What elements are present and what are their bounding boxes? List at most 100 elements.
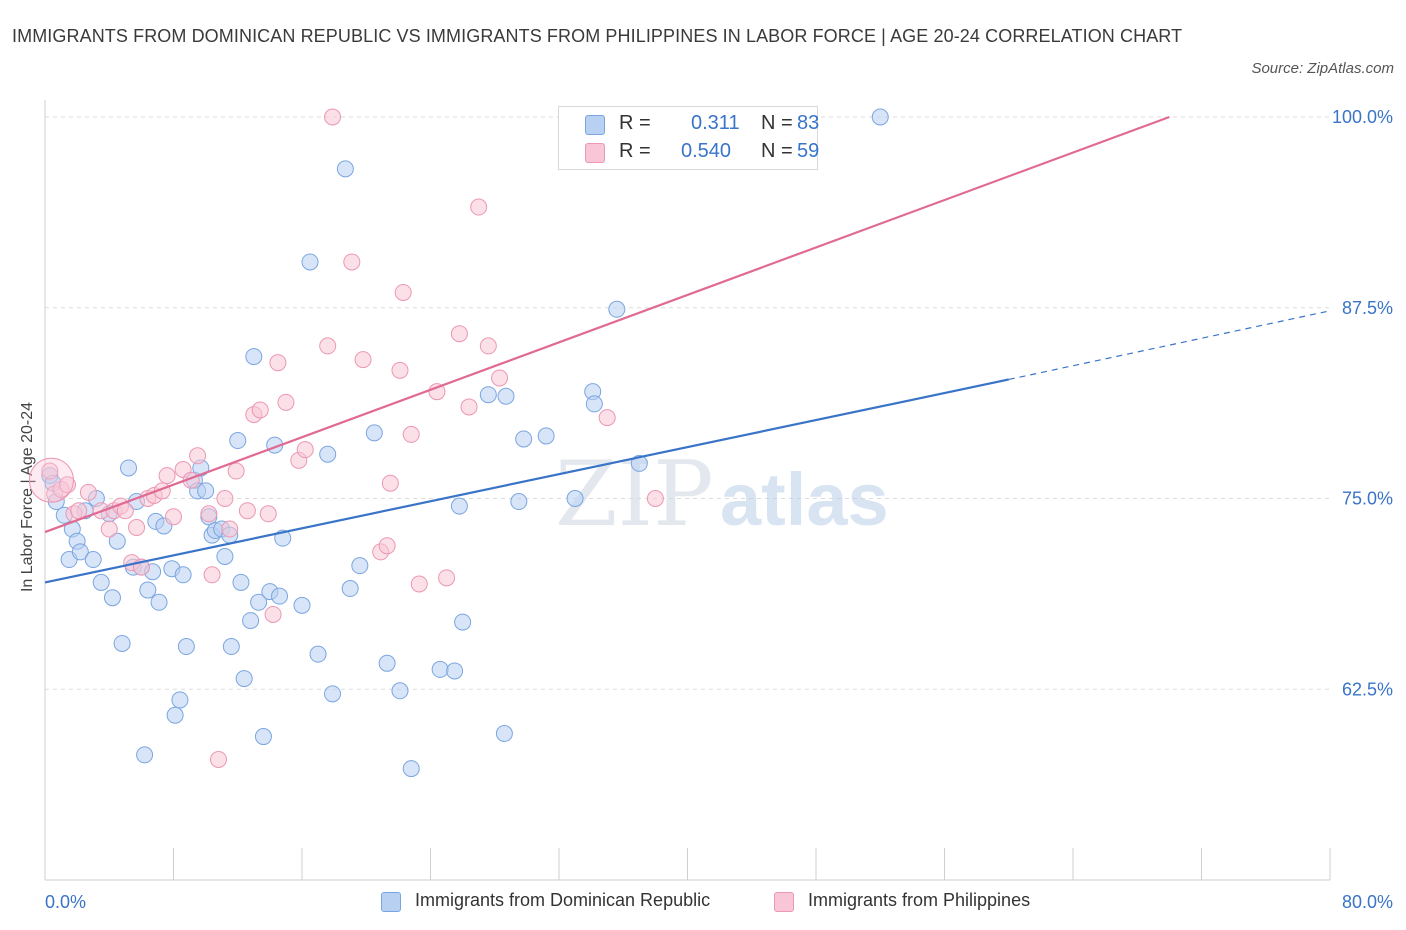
y-tick-label: 87.5% [1342,298,1393,318]
point-dominican [402,760,420,778]
point-philippines [381,474,399,492]
point-philippines [41,462,59,480]
trend-line-dominican [44,378,1009,584]
trend-line-philippines [44,115,1170,534]
point-dominican [515,430,533,448]
point-dominican [245,348,263,366]
point-dominican [136,746,154,764]
point-philippines [100,520,118,538]
point-philippines [450,325,468,343]
point-philippines [470,198,488,216]
legend-swatch-philippines [774,892,794,912]
point-philippines [277,393,295,411]
point-philippines [438,569,456,587]
axes [44,100,1331,881]
point-dominican [108,532,126,550]
point-philippines [259,505,277,523]
point-philippines [491,369,509,387]
point-philippines [264,605,282,623]
point-dominican [446,662,464,680]
point-dominican [608,300,626,318]
point-philippines [319,337,337,355]
point-dominican [871,108,889,126]
point-dominican [216,547,234,565]
point-dominican [391,682,409,700]
point-philippines [221,520,239,538]
point-philippines [200,505,218,523]
legend-label-dominican: Immigrants from Dominican Republic [415,890,711,910]
point-dominican [301,253,319,271]
point-dominican [250,593,268,611]
point-dominican [479,386,497,404]
point-dominican [585,395,603,413]
point-dominican [450,497,468,515]
point-dominican [319,445,337,463]
point-philippines [343,253,361,271]
y-tick-label: 100.0% [1332,107,1393,127]
points-philippines [28,108,729,768]
point-dominican [177,638,195,656]
chart-title: IMMIGRANTS FROM DOMINICAN REPUBLIC VS IM… [12,26,1183,46]
n-label: N = [761,140,793,162]
point-dominican [150,593,168,611]
point-dominican [378,654,396,672]
r-value: 0.311 [691,112,740,134]
point-dominican [71,543,89,561]
point-philippines [394,283,412,301]
point-philippines [324,108,342,126]
x-tick-label: 80.0% [1342,892,1393,912]
point-dominican [197,482,215,500]
legend-swatch-dominican [381,892,401,912]
legend-label-philippines: Immigrants from Philippines [808,890,1031,910]
n-value: 59 [797,140,820,162]
point-dominican [92,573,110,591]
point-philippines [238,502,256,520]
x-tick-label: 0.0% [45,892,86,912]
n-label: N = [761,112,793,134]
point-philippines [402,425,420,443]
point-dominican [566,490,584,507]
point-dominican [454,613,472,631]
point-dominican [139,581,157,599]
point-dominican [229,432,247,450]
point-dominican [113,634,131,652]
trend-lines [44,115,1331,584]
point-dominican [510,493,528,511]
point-philippines [646,490,664,507]
point-philippines [460,398,478,416]
point-philippines [269,354,287,372]
tick-labels: 62.5% 75.0% 87.5% 100.0% 0.0% 80.0% [45,107,1393,912]
point-dominican [324,685,342,703]
point-philippines [216,490,234,507]
n-value: 83 [797,112,820,134]
point-dominican [293,596,311,614]
point-philippines [410,575,428,593]
point-philippines [209,750,227,768]
point-dominican [120,459,138,477]
source-label: Source: ZipAtlas.com [1251,60,1394,77]
y-tick-label: 75.0% [1342,489,1393,509]
point-philippines [428,383,446,401]
point-philippines [354,351,372,369]
point-dominican [309,645,327,663]
trend-line-dominican-extension [1008,310,1331,381]
point-dominican [537,427,555,445]
point-dominican [336,160,354,178]
point-dominican [222,638,240,656]
point-philippines [158,467,176,485]
point-philippines-cluster [28,457,74,503]
point-philippines [70,502,88,520]
point-dominican [630,454,648,472]
point-dominican [84,551,102,569]
points-dominican [41,108,889,778]
stats-legend-box: R = 0.311 N = 83 R = 0.540 N = 59 [558,106,820,170]
point-dominican [242,612,260,630]
grid-lines [45,116,1330,690]
point-philippines [165,508,182,526]
point-dominican [103,589,121,607]
point-dominican [232,573,250,591]
point-dominican [495,725,513,743]
point-philippines [227,462,245,480]
swatch-philippines [585,143,605,163]
